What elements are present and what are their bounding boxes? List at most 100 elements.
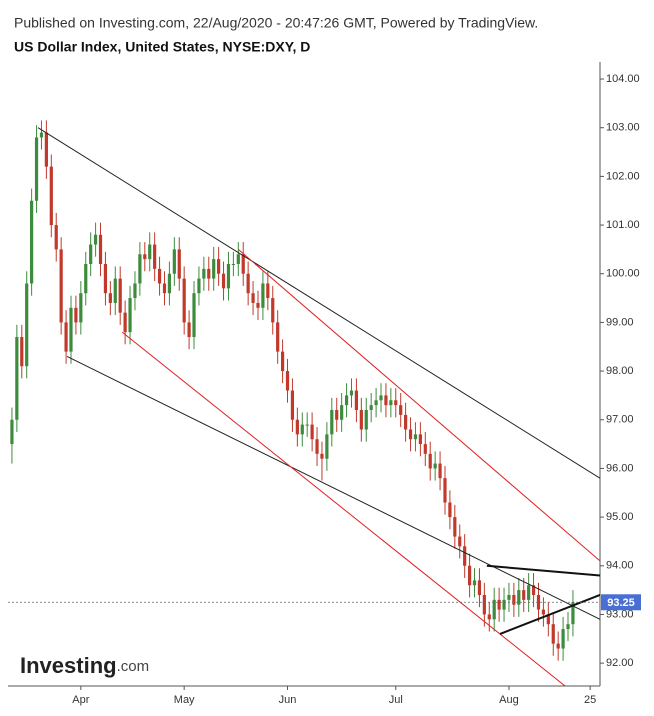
candle-body (133, 283, 137, 299)
candle-body (34, 137, 39, 201)
candle-body (571, 602, 575, 625)
candle-body (290, 390, 295, 420)
candle-body (394, 400, 398, 406)
candle-body (276, 322, 280, 352)
candle-body (512, 594, 516, 605)
candle-body (246, 273, 250, 294)
y-tick-label: 99.00 (606, 316, 634, 328)
trendline (121, 331, 566, 686)
candle-body (69, 307, 73, 352)
candle-body (551, 624, 555, 644)
candle-body (472, 580, 477, 586)
candle-body (217, 259, 221, 274)
candle-body (413, 434, 418, 440)
candle-body (30, 200, 34, 284)
candle-body (561, 629, 565, 649)
candle-body (295, 419, 299, 435)
candle-body (492, 599, 496, 620)
x-tick-label: 25 (584, 694, 596, 706)
y-tick-label: 102.00 (606, 170, 640, 182)
y-tick-label: 101.00 (606, 219, 640, 231)
candle-body (330, 410, 334, 435)
candle-body (49, 166, 53, 226)
plot-area (10, 120, 600, 686)
candle-body (192, 293, 196, 338)
y-tick-label: 96.00 (606, 462, 634, 474)
candle-body (438, 463, 442, 479)
trendline (499, 594, 600, 635)
candle-body (507, 594, 511, 600)
candle-body (123, 312, 127, 333)
candle-body (143, 254, 147, 260)
candle-body (256, 302, 260, 308)
candle-body (408, 429, 413, 440)
candle-body (399, 405, 403, 415)
candle-body (148, 244, 152, 260)
candle-body (266, 283, 270, 299)
candle-body (261, 283, 265, 308)
candle-body (207, 268, 211, 279)
y-tick-label: 104.00 (606, 73, 640, 85)
y-tick-label: 98.00 (606, 365, 634, 377)
candle-body (280, 351, 285, 372)
candle-body (221, 273, 226, 289)
candle-body (197, 278, 201, 294)
candle-body (251, 293, 255, 303)
candle-body (536, 594, 541, 610)
logo-main: Investing (20, 653, 117, 678)
candle-body (448, 502, 452, 518)
candle-body (167, 273, 172, 294)
candle-body (59, 249, 63, 323)
candle-body (54, 225, 58, 250)
logo-suffix: .com (117, 658, 150, 675)
candle-body (128, 298, 132, 333)
candle-body (497, 599, 501, 610)
source-line: Published on Investing.com, 22/Aug/2020 … (14, 15, 538, 31)
candle-body (310, 424, 314, 440)
candle-body (212, 259, 216, 279)
candle-body (20, 337, 24, 367)
candle-body (15, 337, 19, 420)
trendline (486, 564, 600, 577)
candle-body (369, 405, 373, 411)
candle-body (226, 263, 231, 289)
candle-body (300, 424, 304, 435)
candle-body (541, 609, 546, 615)
x-tick-label: Apr (72, 694, 89, 706)
candle-body (531, 585, 536, 595)
candle-body (103, 263, 108, 294)
candle-body (384, 395, 388, 406)
candle-body (359, 410, 363, 430)
candle-body (379, 395, 383, 401)
candle-body (236, 254, 240, 264)
candle-body (546, 614, 550, 625)
candle-body (79, 293, 83, 323)
logo: Investing.com (20, 653, 149, 678)
candle-body (84, 263, 88, 294)
candle-body (453, 517, 457, 537)
trendline (66, 356, 600, 620)
candle-body (566, 624, 570, 630)
candle-body (241, 254, 245, 274)
candle-body (487, 614, 491, 620)
candle-body (315, 439, 319, 454)
candle-body (477, 580, 482, 595)
candle-body (335, 410, 339, 420)
candle-body (325, 434, 329, 459)
candle-body (93, 234, 98, 245)
chart-title: US Dollar Index, United States, NYSE:DXY… (14, 39, 310, 55)
candle-body (428, 453, 432, 469)
candle-body (522, 590, 526, 600)
y-tick-label: 97.00 (606, 414, 634, 426)
candle-body (527, 585, 531, 600)
candle-body (64, 322, 68, 352)
candle-body (39, 132, 44, 138)
candle-body (320, 453, 324, 459)
candle-body (433, 463, 437, 469)
candle-body (74, 307, 78, 323)
y-tick-label: 93.00 (606, 608, 634, 620)
candle-body (89, 244, 93, 264)
candle-body (502, 599, 506, 610)
candle-body (344, 395, 349, 406)
